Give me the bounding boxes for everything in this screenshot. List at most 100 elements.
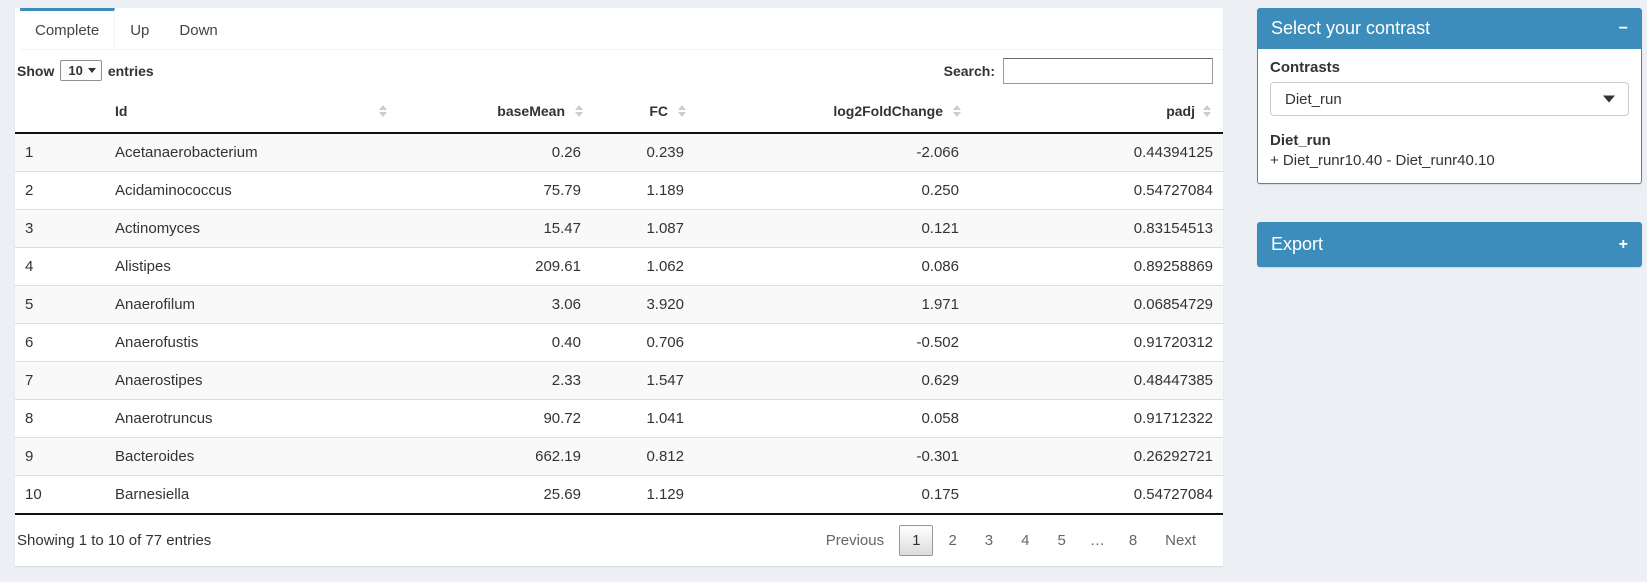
cell-padj: 0.91720312 [969,323,1223,362]
cell-basemean: 0.40 [395,323,591,362]
pagination-page-3[interactable]: 3 [984,532,994,549]
contrast-box-header: Select your contrast − [1257,8,1642,49]
cell-id: Bacteroides [105,437,395,476]
table-row: 5 Anaerofilum 3.06 3.920 1.971 0.0685472… [15,285,1223,324]
expand-icon[interactable]: + [1618,235,1628,253]
cell-padj: 0.54727084 [969,475,1223,515]
cell-id: Alistipes [105,247,395,286]
cell-log2foldchange: 0.058 [694,399,969,438]
cell-fc: 0.812 [591,437,694,476]
cell-basemean: 0.26 [551,144,581,161]
cell-rownum: 4 [15,247,105,286]
cell-rownum: 9 [15,437,105,476]
sort-icon [379,105,387,117]
tab-complete[interactable]: Complete [20,8,116,49]
cell-fc: 1.189 [591,171,694,210]
sort-icon [678,105,686,117]
pagination-page-8[interactable]: 8 [1128,532,1138,549]
show-label: Show [17,62,55,79]
cell-padj: 0.89258869 [969,247,1223,286]
contrast-box-title: Select your contrast [1271,18,1431,38]
contrast-select-value: Diet_run [1285,90,1342,108]
table-controls: Show 10 entries Search: [15,50,1223,90]
cell-padj: 0.91712322 [969,399,1223,438]
cell-fc: 1.087 [591,209,694,248]
table-info: Showing 1 to 10 of 77 entries [17,532,212,549]
cell-basemean: 90.72 [395,399,591,438]
search-label: Search: [943,62,995,79]
col-header-rownum [15,90,105,134]
cell-rownum: 2 [15,171,105,210]
contrast-formula: + Diet_runr10.40 - Diet_runr40.10 [1270,152,1495,169]
cell-log2foldchange: 0.086 [694,247,969,286]
col-header-padj[interactable]: padj [969,90,1223,134]
col-header-basemean[interactable]: baseMean [395,90,591,134]
cell-log2foldchange: 0.629 [694,361,969,400]
table-row: 2 Acidaminococcus 75.79 1.189 0.250 0.54… [15,171,1223,210]
pagination: Previous 1 2 3 4 5 … 8 Next [811,525,1209,556]
table-row: 6 Anaerofustis 0.40 0.706 -0.502 0.91720… [15,323,1223,362]
chevron-down-icon [1603,95,1615,103]
cell-log2foldchange: -0.502 [694,323,969,362]
pagination-ellipsis: … [1089,532,1105,549]
cell-id: Anaerotruncus [105,399,395,438]
pagination-page-2[interactable]: 2 [948,532,957,549]
cell-fc: 1.547 [591,361,694,400]
cell-fc: 3.920 [591,285,694,324]
tab-down[interactable]: Down [179,22,218,39]
tab-bar: Complete Up Down [20,8,1223,50]
cell-basemean: 3.06 [395,285,591,324]
cell-id: Acetanaerobacterium [115,144,258,161]
cell-rownum: 7 [15,361,105,400]
contrast-name: Diet_run [1270,132,1331,149]
cell-padj: 0.06854729 [969,285,1223,324]
pagination-previous[interactable]: Previous [825,532,885,549]
export-box-header[interactable]: Export + [1257,222,1642,267]
table-row: 7 Anaerostipes 2.33 1.547 0.629 0.484473… [15,361,1223,400]
contrast-select[interactable]: Diet_run [1270,82,1629,116]
show-entries-control: Show 10 entries [17,60,154,81]
export-box-title: Export [1271,234,1324,254]
col-header-id[interactable]: Id [105,90,395,134]
cell-padj: 0.83154513 [969,209,1223,248]
cell-fc: 0.239 [646,144,684,161]
table-row: 4 Alistipes 209.61 1.062 0.086 0.8925886… [15,247,1223,286]
pagination-page-4[interactable]: 4 [1021,532,1030,549]
chevron-down-icon [87,68,96,73]
table-row: 1 Acetanaerobacterium 0.26 0.239 -2.066 … [15,133,1223,172]
cell-basemean: 75.79 [395,171,591,210]
table-footer: Showing 1 to 10 of 77 entries Previous 1… [15,515,1223,556]
table-header-row: Id baseMean FC log2FoldChange padj [15,90,1223,134]
cell-id: Anaerostipes [105,361,395,400]
page-length-select[interactable]: 10 [60,60,102,81]
cell-log2foldchange: 0.250 [694,171,969,210]
table-row: 10 Barnesiella 25.69 1.129 0.175 0.54727… [15,475,1223,515]
pagination-page-1[interactable]: 1 [899,525,934,556]
search-input[interactable] [1003,57,1213,84]
cell-basemean: 25.69 [395,475,591,515]
col-header-fc[interactable]: FC [591,90,694,134]
page-length-value: 10 [68,63,83,78]
cell-padj: 0.48447385 [969,361,1223,400]
cell-padj: 0.44394125 [1133,144,1213,161]
results-table: Id baseMean FC log2FoldChange padj [15,90,1223,515]
cell-log2foldchange: -0.301 [694,437,969,476]
cell-basemean: 662.19 [395,437,591,476]
cell-rownum: 6 [15,323,105,362]
contrast-box: Select your contrast − Contrasts Diet_ru… [1257,8,1642,184]
tab-up[interactable]: Up [130,22,150,39]
cell-basemean: 2.33 [395,361,591,400]
col-header-log2foldchange[interactable]: log2FoldChange [694,90,969,134]
cell-id: Anaerofustis [105,323,395,362]
export-box: Export + [1257,222,1642,267]
sort-icon [953,105,961,117]
collapse-icon[interactable]: − [1618,19,1628,37]
pagination-next[interactable]: Next [1165,532,1196,549]
cell-padj: 0.26292721 [969,437,1223,476]
search-control: Search: [943,57,1213,84]
table-row: 9 Bacteroides 662.19 0.812 -0.301 0.2629… [15,437,1223,476]
pagination-page-5[interactable]: 5 [1057,532,1066,549]
cell-fc: 0.706 [591,323,694,362]
contrasts-label: Contrasts [1270,59,1341,76]
results-tab-box: Complete Up Down Show 10 entries Search: [15,8,1223,566]
